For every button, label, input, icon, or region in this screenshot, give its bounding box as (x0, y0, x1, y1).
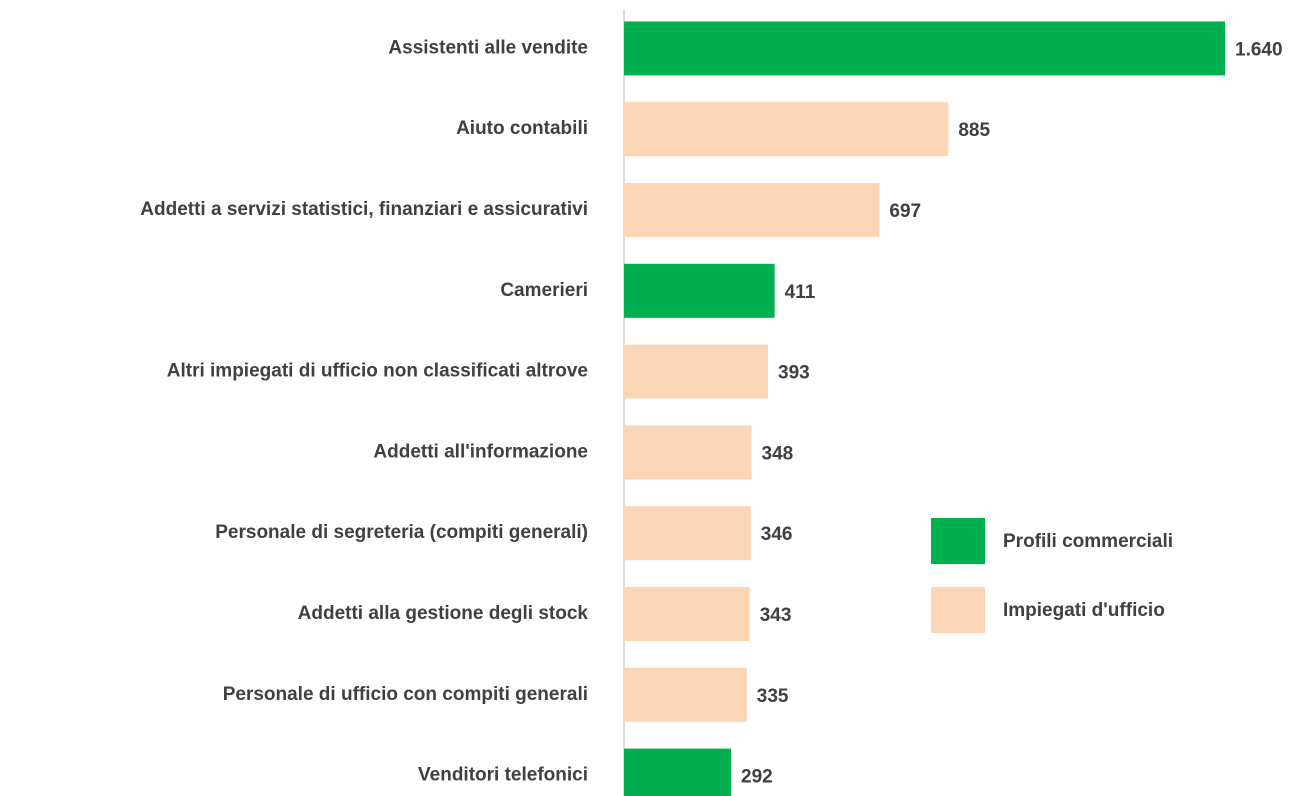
category-label: Personale di segreteria (compiti general… (215, 522, 588, 543)
category-label: Aiuto contabili (456, 118, 588, 139)
bar (624, 102, 949, 157)
category-label: Addetti alla gestione degli stock (298, 603, 589, 624)
bar (624, 344, 769, 399)
value-label: 393 (778, 363, 810, 384)
legend-label: Profili commerciali (1003, 531, 1173, 552)
bar (624, 506, 751, 561)
category-label: Altri impiegati di ufficio non classific… (167, 361, 588, 382)
bar (624, 748, 732, 796)
legend-label: Impiegati d'ufficio (1003, 600, 1165, 621)
legend-swatch (931, 518, 985, 564)
value-label: 885 (958, 120, 990, 141)
value-label: 1.640 (1235, 39, 1283, 60)
legend-swatch (931, 587, 985, 633)
category-label: Assistenti alle vendite (388, 37, 588, 58)
bar (624, 587, 750, 641)
bar (624, 425, 752, 480)
value-label: 348 (762, 443, 794, 464)
category-label: Addetti a servizi statistici, finanziari… (140, 199, 588, 220)
value-label: 292 (741, 767, 773, 788)
value-label: 335 (757, 686, 789, 707)
category-label: Addetti all'informazione (373, 441, 588, 462)
value-label: 346 (761, 524, 793, 545)
category-label: Venditori telefonici (418, 765, 588, 786)
value-label: 343 (760, 605, 792, 626)
bar (624, 263, 775, 318)
category-label: Personale di ufficio con compiti general… (223, 684, 588, 705)
bar (624, 183, 880, 237)
category-label: Camerieri (500, 280, 588, 301)
value-label: 697 (889, 201, 921, 222)
bar (624, 21, 1225, 76)
value-label: 411 (785, 282, 816, 303)
bar (624, 667, 747, 722)
